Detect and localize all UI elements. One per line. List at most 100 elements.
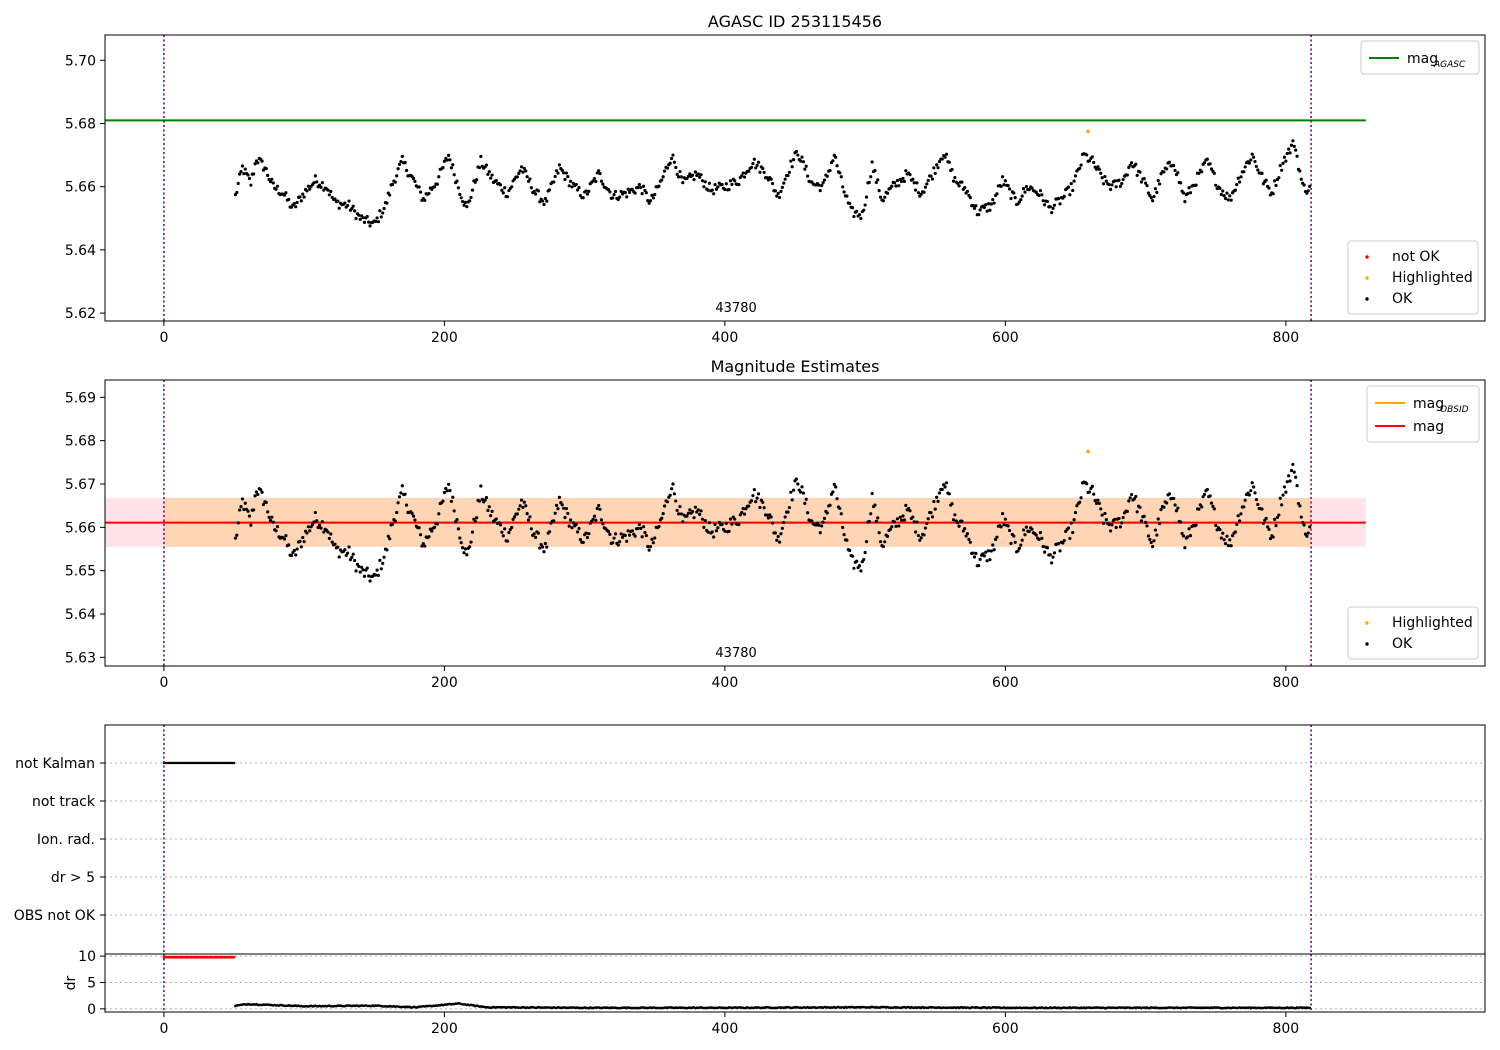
ok-point: [411, 176, 416, 181]
ok-point: [1228, 194, 1232, 198]
ok-point: [494, 178, 498, 183]
ok-point: [357, 564, 361, 569]
ok-point: [378, 209, 382, 213]
ok-point: [608, 190, 612, 194]
ok-point: [479, 154, 483, 159]
ok-point: [1129, 492, 1134, 497]
ok-point: [648, 545, 653, 549]
ok-point: [916, 533, 921, 538]
ok-point: [751, 161, 755, 166]
ok-point: [971, 203, 975, 208]
ok-point: [676, 175, 681, 179]
ok-point: [915, 181, 919, 185]
ok-point: [929, 174, 933, 178]
ok-point: [762, 170, 766, 175]
ok-point: [801, 160, 806, 164]
ok-point: [260, 490, 264, 494]
ok-point: [287, 197, 291, 202]
ok-point: [756, 492, 761, 496]
ok-point: [794, 477, 799, 481]
ok-point: [937, 491, 942, 495]
ok-point: [1223, 541, 1228, 546]
ok-point: [796, 482, 800, 486]
ok-point: [754, 500, 758, 504]
ok-point: [309, 525, 313, 529]
ok-point: [1208, 494, 1212, 498]
ok-point: [839, 512, 843, 516]
ok-point: [1069, 182, 1073, 186]
ok-point: [242, 172, 246, 176]
ok-point: [890, 184, 894, 188]
ok-point: [633, 191, 637, 195]
ok-point: [532, 189, 536, 194]
ok-point: [519, 165, 524, 169]
ok-point: [585, 535, 590, 540]
ok-point: [918, 538, 922, 542]
ok-point: [616, 197, 620, 202]
ok-point: [773, 189, 777, 193]
xtick-label: 800: [1272, 330, 1299, 346]
ok-point: [895, 178, 899, 183]
ok-point: [1151, 199, 1155, 203]
ok-point: [386, 534, 390, 538]
ok-point: [1062, 194, 1066, 198]
ok-point: [899, 179, 904, 184]
ok-point: [675, 172, 679, 176]
ok-point: [838, 171, 842, 175]
ok-point: [985, 559, 989, 563]
ytick-label: 5.64: [65, 607, 96, 623]
ok-point: [1129, 161, 1134, 165]
ok-point: [733, 179, 737, 183]
ok-point: [315, 180, 319, 184]
ok-point: [515, 175, 519, 179]
ok-point: [1187, 186, 1191, 190]
ok-point: [982, 205, 986, 210]
ok-point: [661, 175, 665, 179]
ok-point: [1000, 512, 1005, 516]
ok-point: [1243, 498, 1247, 502]
ok-point: [787, 506, 791, 510]
ok-point: [390, 182, 395, 187]
ok-point: [1162, 170, 1166, 174]
ok-point: [926, 517, 930, 521]
ok-point: [1006, 524, 1010, 528]
ok-point: [791, 488, 796, 492]
ok-point: [1264, 178, 1268, 182]
ok-point: [817, 183, 821, 187]
highlighted-point: [1086, 129, 1090, 134]
ok-point: [612, 536, 616, 540]
ok-point: [1281, 161, 1285, 165]
ok-point: [1209, 167, 1214, 171]
ok-point: [1027, 529, 1031, 534]
ok-point: [912, 520, 916, 524]
ok-point: [963, 527, 967, 531]
ok-point: [576, 530, 580, 534]
ok-point: [526, 179, 531, 183]
ok-point: [877, 531, 881, 535]
ok-point: [1013, 540, 1017, 544]
ok-point: [669, 487, 674, 491]
ok-point: [960, 180, 964, 184]
ok-point: [898, 515, 902, 519]
ok-point: [1167, 160, 1172, 164]
ok-point: [264, 166, 268, 171]
ok-point: [1229, 544, 1233, 548]
ok-point: [724, 521, 728, 525]
ok-point: [761, 166, 765, 171]
ok-point: [275, 525, 280, 529]
ok-point: [799, 490, 803, 494]
ok-point: [368, 224, 372, 228]
ok-point: [254, 490, 259, 494]
ok-point: [841, 185, 845, 189]
ok-point: [413, 179, 417, 183]
ok-point: [678, 169, 682, 174]
ok-point: [554, 169, 559, 173]
ok-point: [432, 525, 437, 529]
ok-point: [727, 187, 731, 192]
ok-point: [908, 173, 912, 177]
ok-point: [1308, 525, 1312, 529]
ok-point: [270, 177, 274, 181]
ok-point: [1090, 484, 1094, 488]
ok-point: [986, 549, 991, 553]
ok-point: [911, 177, 915, 181]
